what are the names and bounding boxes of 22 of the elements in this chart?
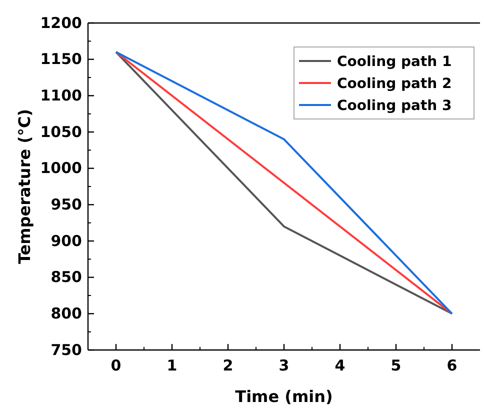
y-tick-label: 850 (50, 268, 82, 286)
y-tick-label: 1100 (40, 86, 82, 104)
y-axis-title: Temperature (°C) (15, 108, 34, 264)
x-tick-label: 2 (222, 356, 234, 375)
x-tick-label: 1 (166, 356, 178, 375)
x-tick-label: 6 (446, 356, 458, 375)
y-tick-label: 800 (50, 304, 82, 322)
y-tick-label: 750 (50, 340, 82, 359)
y-tick-label: 950 (50, 195, 82, 214)
x-tick-label: 4 (334, 356, 346, 375)
legend-label: Cooling path 1 (337, 54, 452, 70)
x-tick-label: 3 (278, 356, 290, 375)
x-axis-title: Time (min) (235, 387, 333, 406)
y-tick-label: 1000 (40, 159, 82, 178)
y-tick-label: 1200 (40, 14, 82, 32)
legend-label: Cooling path 2 (337, 76, 452, 92)
y-tick-label: 1150 (40, 50, 82, 68)
x-tick-label: 5 (390, 356, 402, 375)
legend-label: Cooling path 3 (337, 98, 452, 114)
y-tick-label: 1050 (40, 122, 82, 141)
x-tick-label: 0 (110, 356, 122, 375)
y-tick-label: 900 (50, 232, 82, 250)
